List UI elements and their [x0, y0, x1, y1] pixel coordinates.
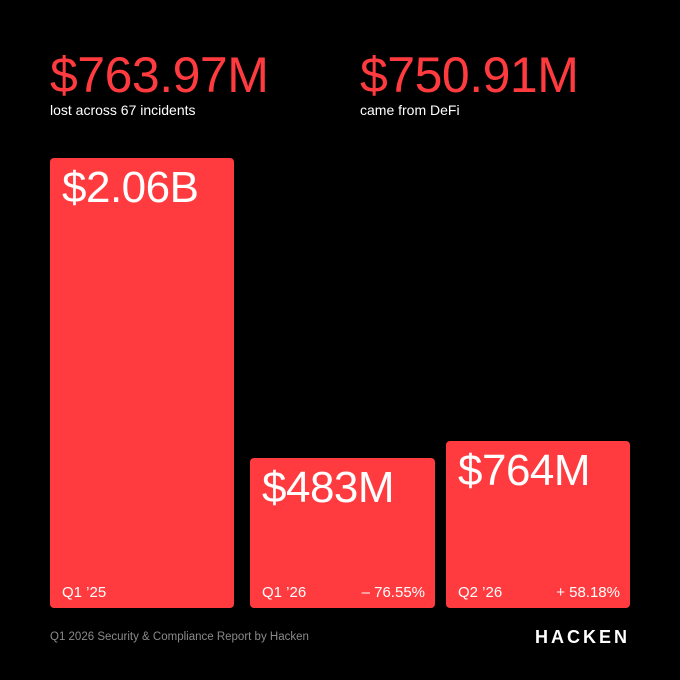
headline-total-lost-value: $763.97M: [50, 47, 269, 103]
bar-value-label: $764M: [458, 446, 591, 495]
headline-defi-value: $750.91M: [360, 47, 579, 103]
bar-category-label: Q2 ’26: [458, 584, 503, 601]
headline-stat-total-lost: $763.97M lost across 67 incidents: [50, 47, 269, 118]
hacken-logo: HACKEN: [534, 627, 630, 647]
bar-3: $764M Q2 ’26 + 58.18%: [446, 441, 630, 608]
bar-value-label: $2.06B: [62, 163, 199, 212]
bar-1: $2.06B Q1 ’25: [50, 158, 234, 608]
headline-total-lost-caption: lost across 67 incidents: [50, 102, 196, 118]
bar-2: $483M Q1 ’26 – 76.55%: [250, 458, 435, 608]
report-credit: Q1 2026 Security & Compliance Report by …: [50, 631, 309, 643]
bar-value-label: $483M: [262, 463, 395, 512]
headline-stat-defi: $750.91M came from DeFi: [360, 47, 579, 118]
bar-change-label: – 76.55%: [361, 584, 425, 601]
bar-category-label: Q1 ’26: [262, 584, 307, 601]
headline-defi-caption: came from DeFi: [360, 102, 460, 118]
bar-category-label: Q1 ’25: [62, 584, 107, 601]
bar-change-label: + 58.18%: [556, 584, 620, 601]
